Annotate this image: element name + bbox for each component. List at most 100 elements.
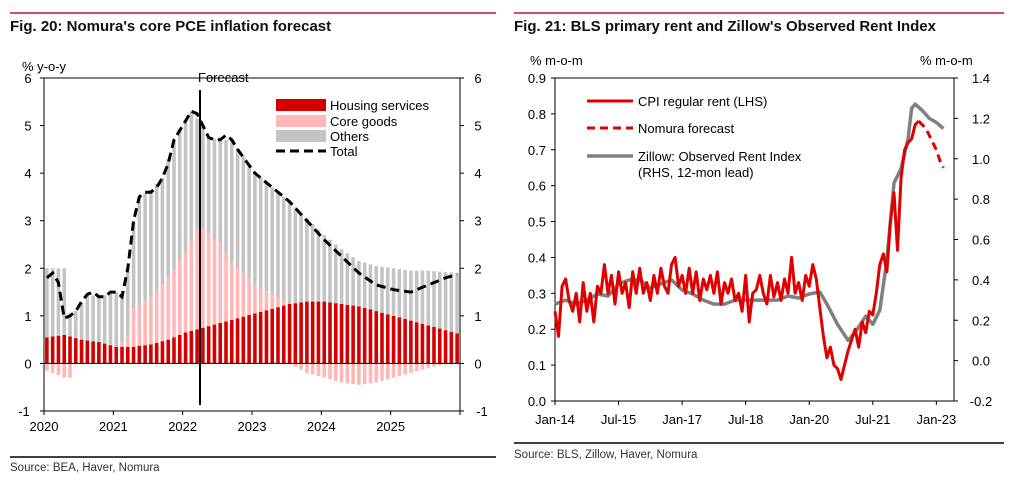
bar-housing bbox=[299, 302, 303, 364]
bar-others bbox=[345, 253, 350, 305]
bar-housing bbox=[102, 343, 107, 364]
bar-housing bbox=[50, 336, 55, 364]
fig20-bars bbox=[45, 111, 459, 385]
fig20-y-unit: % y-o-y bbox=[22, 59, 67, 74]
bar-others bbox=[85, 294, 90, 341]
bar-housing bbox=[443, 330, 448, 364]
fig21-ytick-l-8: 0.1 bbox=[528, 358, 546, 373]
bar-core-goods bbox=[270, 294, 275, 309]
legend-swatch-housing bbox=[276, 99, 326, 111]
bar-others bbox=[362, 262, 367, 308]
bar-others bbox=[293, 207, 298, 304]
bar-housing bbox=[455, 333, 459, 364]
bar-core-goods bbox=[166, 277, 171, 340]
bar-housing bbox=[183, 332, 188, 364]
bar-others bbox=[131, 220, 136, 309]
bar-others bbox=[224, 139, 228, 253]
bar-core-goods bbox=[403, 363, 407, 375]
bar-others bbox=[143, 193, 147, 301]
bar-housing bbox=[270, 308, 275, 364]
fig21-ytick-r-5: 0.4 bbox=[972, 273, 990, 288]
bar-core-goods bbox=[345, 363, 350, 384]
bar-core-goods bbox=[380, 363, 384, 381]
bar-others bbox=[455, 272, 459, 334]
bar-others bbox=[137, 196, 142, 305]
bar-core-goods bbox=[276, 297, 280, 308]
fig20-y-tick-labels-right: 6 5 4 3 2 1 0 -1 bbox=[474, 71, 487, 419]
bar-others bbox=[229, 139, 234, 263]
bar-housing bbox=[137, 345, 142, 364]
fig21-legend: CPI regular rent (LHS) Nomura forecast Z… bbox=[587, 94, 802, 180]
bar-housing bbox=[56, 335, 61, 364]
bar-housing bbox=[293, 303, 298, 364]
bar-others bbox=[391, 268, 396, 316]
bar-others bbox=[241, 156, 246, 274]
fig21-ytick-l-6: 0.3 bbox=[528, 286, 546, 301]
bar-others bbox=[380, 266, 384, 313]
bar-housing bbox=[189, 330, 194, 364]
bar-core-goods bbox=[120, 342, 124, 347]
fig20-ytick-2: 2 bbox=[24, 261, 31, 276]
fig20-ytick-r-2: 2 bbox=[474, 261, 481, 276]
fig20-ytick-5: 5 bbox=[24, 119, 31, 134]
bar-core-goods bbox=[183, 251, 188, 333]
bar-housing bbox=[201, 327, 205, 364]
fig20-ytick-r-4: 4 bbox=[474, 166, 481, 181]
fig21-ytick-l-1: 0.8 bbox=[528, 107, 546, 122]
bar-core-goods bbox=[258, 288, 263, 312]
bar-others bbox=[166, 158, 171, 278]
fig21-y-unit-left: % m-o-m bbox=[530, 53, 583, 68]
fig20-ytick-r-3: 3 bbox=[474, 214, 481, 229]
fig21-ytick-r-8: -0.2 bbox=[970, 394, 992, 409]
bar-housing bbox=[328, 302, 332, 364]
bar-core-goods bbox=[149, 296, 153, 345]
bar-core-goods bbox=[305, 363, 309, 373]
fig20-ytick-neg1: -1 bbox=[18, 404, 30, 419]
bar-housing bbox=[449, 331, 454, 364]
legend-label-others: Others bbox=[330, 129, 370, 144]
bar-core-goods bbox=[137, 304, 142, 346]
bar-others bbox=[316, 229, 321, 302]
bar-core-goods bbox=[177, 260, 182, 335]
fig20-source: Source: BEA, Haver, Nomura bbox=[10, 462, 160, 474]
legend-label-zillow-note: (RHS, 12-mon lead) bbox=[638, 165, 754, 180]
bar-housing bbox=[414, 322, 419, 364]
bar-others bbox=[68, 313, 72, 337]
bar-housing bbox=[357, 306, 361, 364]
legend-label-total: Total bbox=[330, 144, 358, 159]
bar-housing bbox=[160, 341, 165, 364]
bar-core-goods bbox=[50, 363, 55, 373]
bar-housing bbox=[310, 301, 315, 364]
fig21-xtick-jan17: Jan-17 bbox=[662, 412, 702, 427]
bar-others bbox=[437, 271, 442, 329]
bar-others bbox=[149, 189, 153, 297]
bar-others bbox=[201, 125, 205, 228]
bar-core-goods bbox=[56, 363, 61, 376]
bar-housing bbox=[229, 319, 234, 364]
legend-label-core-goods: Core goods bbox=[330, 114, 398, 129]
legend-swatch-core-goods bbox=[276, 115, 326, 127]
bar-others bbox=[414, 270, 419, 323]
bar-others bbox=[183, 120, 188, 252]
fig20-ytick-0: 0 bbox=[24, 356, 31, 371]
bar-core-goods bbox=[362, 363, 367, 385]
bar-housing bbox=[397, 317, 402, 364]
fig21-ytick-r-6: 0.2 bbox=[972, 313, 990, 328]
fig20-ytick-r-1: 1 bbox=[474, 309, 481, 324]
fig21-xtick-jan23: Jan-23 bbox=[916, 412, 956, 427]
bar-housing bbox=[206, 326, 211, 364]
fig21-chart: Fig. 21: BLS primary rent and Zillow's O… bbox=[514, 12, 1004, 461]
fig21-y-tick-labels-left: 0.9 0.8 0.7 0.6 0.5 0.4 0.3 0.2 0.1 0.0 bbox=[528, 71, 546, 409]
fig21-ytick-r-3: 0.8 bbox=[972, 192, 990, 207]
bar-others bbox=[322, 234, 327, 302]
bar-housing bbox=[73, 338, 78, 364]
bar-others bbox=[172, 139, 176, 270]
bar-core-goods bbox=[264, 291, 269, 311]
bar-others bbox=[45, 268, 49, 338]
bar-housing bbox=[345, 304, 350, 364]
bar-others bbox=[177, 130, 182, 261]
bar-housing bbox=[177, 334, 182, 364]
bar-housing bbox=[120, 346, 124, 364]
fig20-xtick-2025: 2025 bbox=[376, 419, 405, 434]
bar-housing bbox=[391, 315, 396, 364]
